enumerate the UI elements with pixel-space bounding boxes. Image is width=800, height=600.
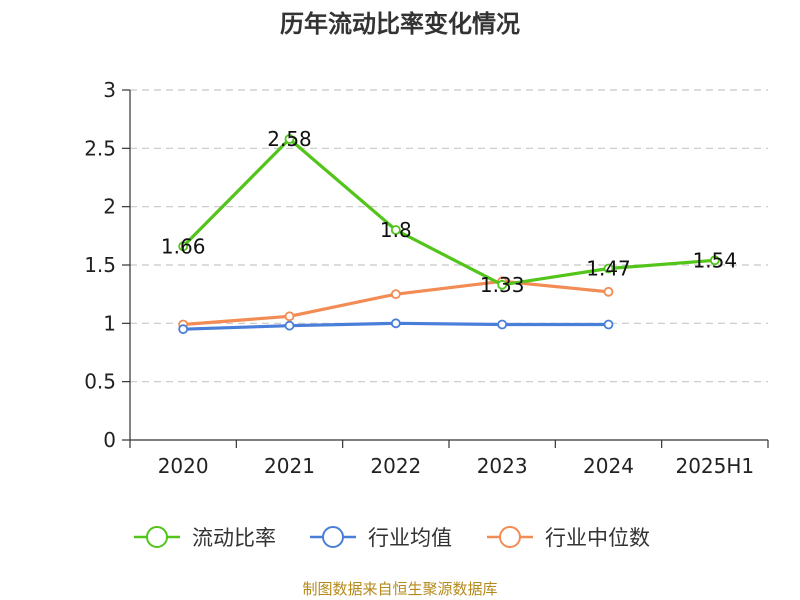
legend-label: 流动比率	[192, 526, 276, 550]
data-point	[178, 324, 189, 335]
legend-label: 行业中位数	[545, 526, 650, 550]
data-label: 1.54	[693, 248, 738, 272]
data-point	[390, 225, 401, 235]
data-label: 1.47	[586, 257, 631, 281]
chart-title: 历年流动比率变化情况	[280, 10, 520, 38]
data-point	[284, 320, 295, 331]
y-tick-label: 2.5	[84, 136, 116, 160]
data-point	[497, 319, 508, 330]
y-tick-label: 1	[103, 311, 116, 335]
y-tick-label: 0.5	[84, 370, 116, 394]
y-tick-label: 1.5	[84, 253, 116, 277]
data-point	[284, 134, 295, 144]
series-line-industry-median	[183, 279, 609, 327]
source-note: 制图数据来自恒生聚源数据库	[302, 580, 498, 598]
y-tick-label: 2	[103, 195, 116, 219]
data-point	[709, 255, 720, 266]
legend-marker	[499, 526, 521, 548]
x-tick-label: 2025H1	[675, 454, 754, 478]
legend-marker	[146, 526, 168, 548]
legend-marker	[322, 526, 344, 548]
data-point	[390, 318, 401, 329]
data-point	[603, 263, 614, 274]
data-label: 1.33	[480, 273, 525, 297]
data-label: 2.58	[267, 127, 312, 151]
data-point	[390, 289, 401, 300]
data-point	[603, 286, 614, 297]
y-tick-label: 0	[103, 428, 116, 452]
data-point	[284, 311, 295, 322]
x-tick-label: 2024	[583, 454, 634, 478]
series-line-current-ratio	[182, 137, 715, 287]
x-tick-label: 2021	[264, 454, 315, 478]
data-label: 1.8	[380, 218, 412, 242]
x-tick-label: 2020	[158, 454, 209, 478]
data-label: 1.66	[161, 234, 206, 258]
y-tick-label: 3	[103, 78, 116, 102]
data-point	[603, 319, 614, 330]
legend-label: 行业均值	[368, 526, 452, 550]
x-tick-label: 2022	[370, 454, 421, 478]
data-point	[497, 279, 508, 290]
data-point	[178, 241, 189, 252]
x-tick-label: 2023	[477, 454, 528, 478]
